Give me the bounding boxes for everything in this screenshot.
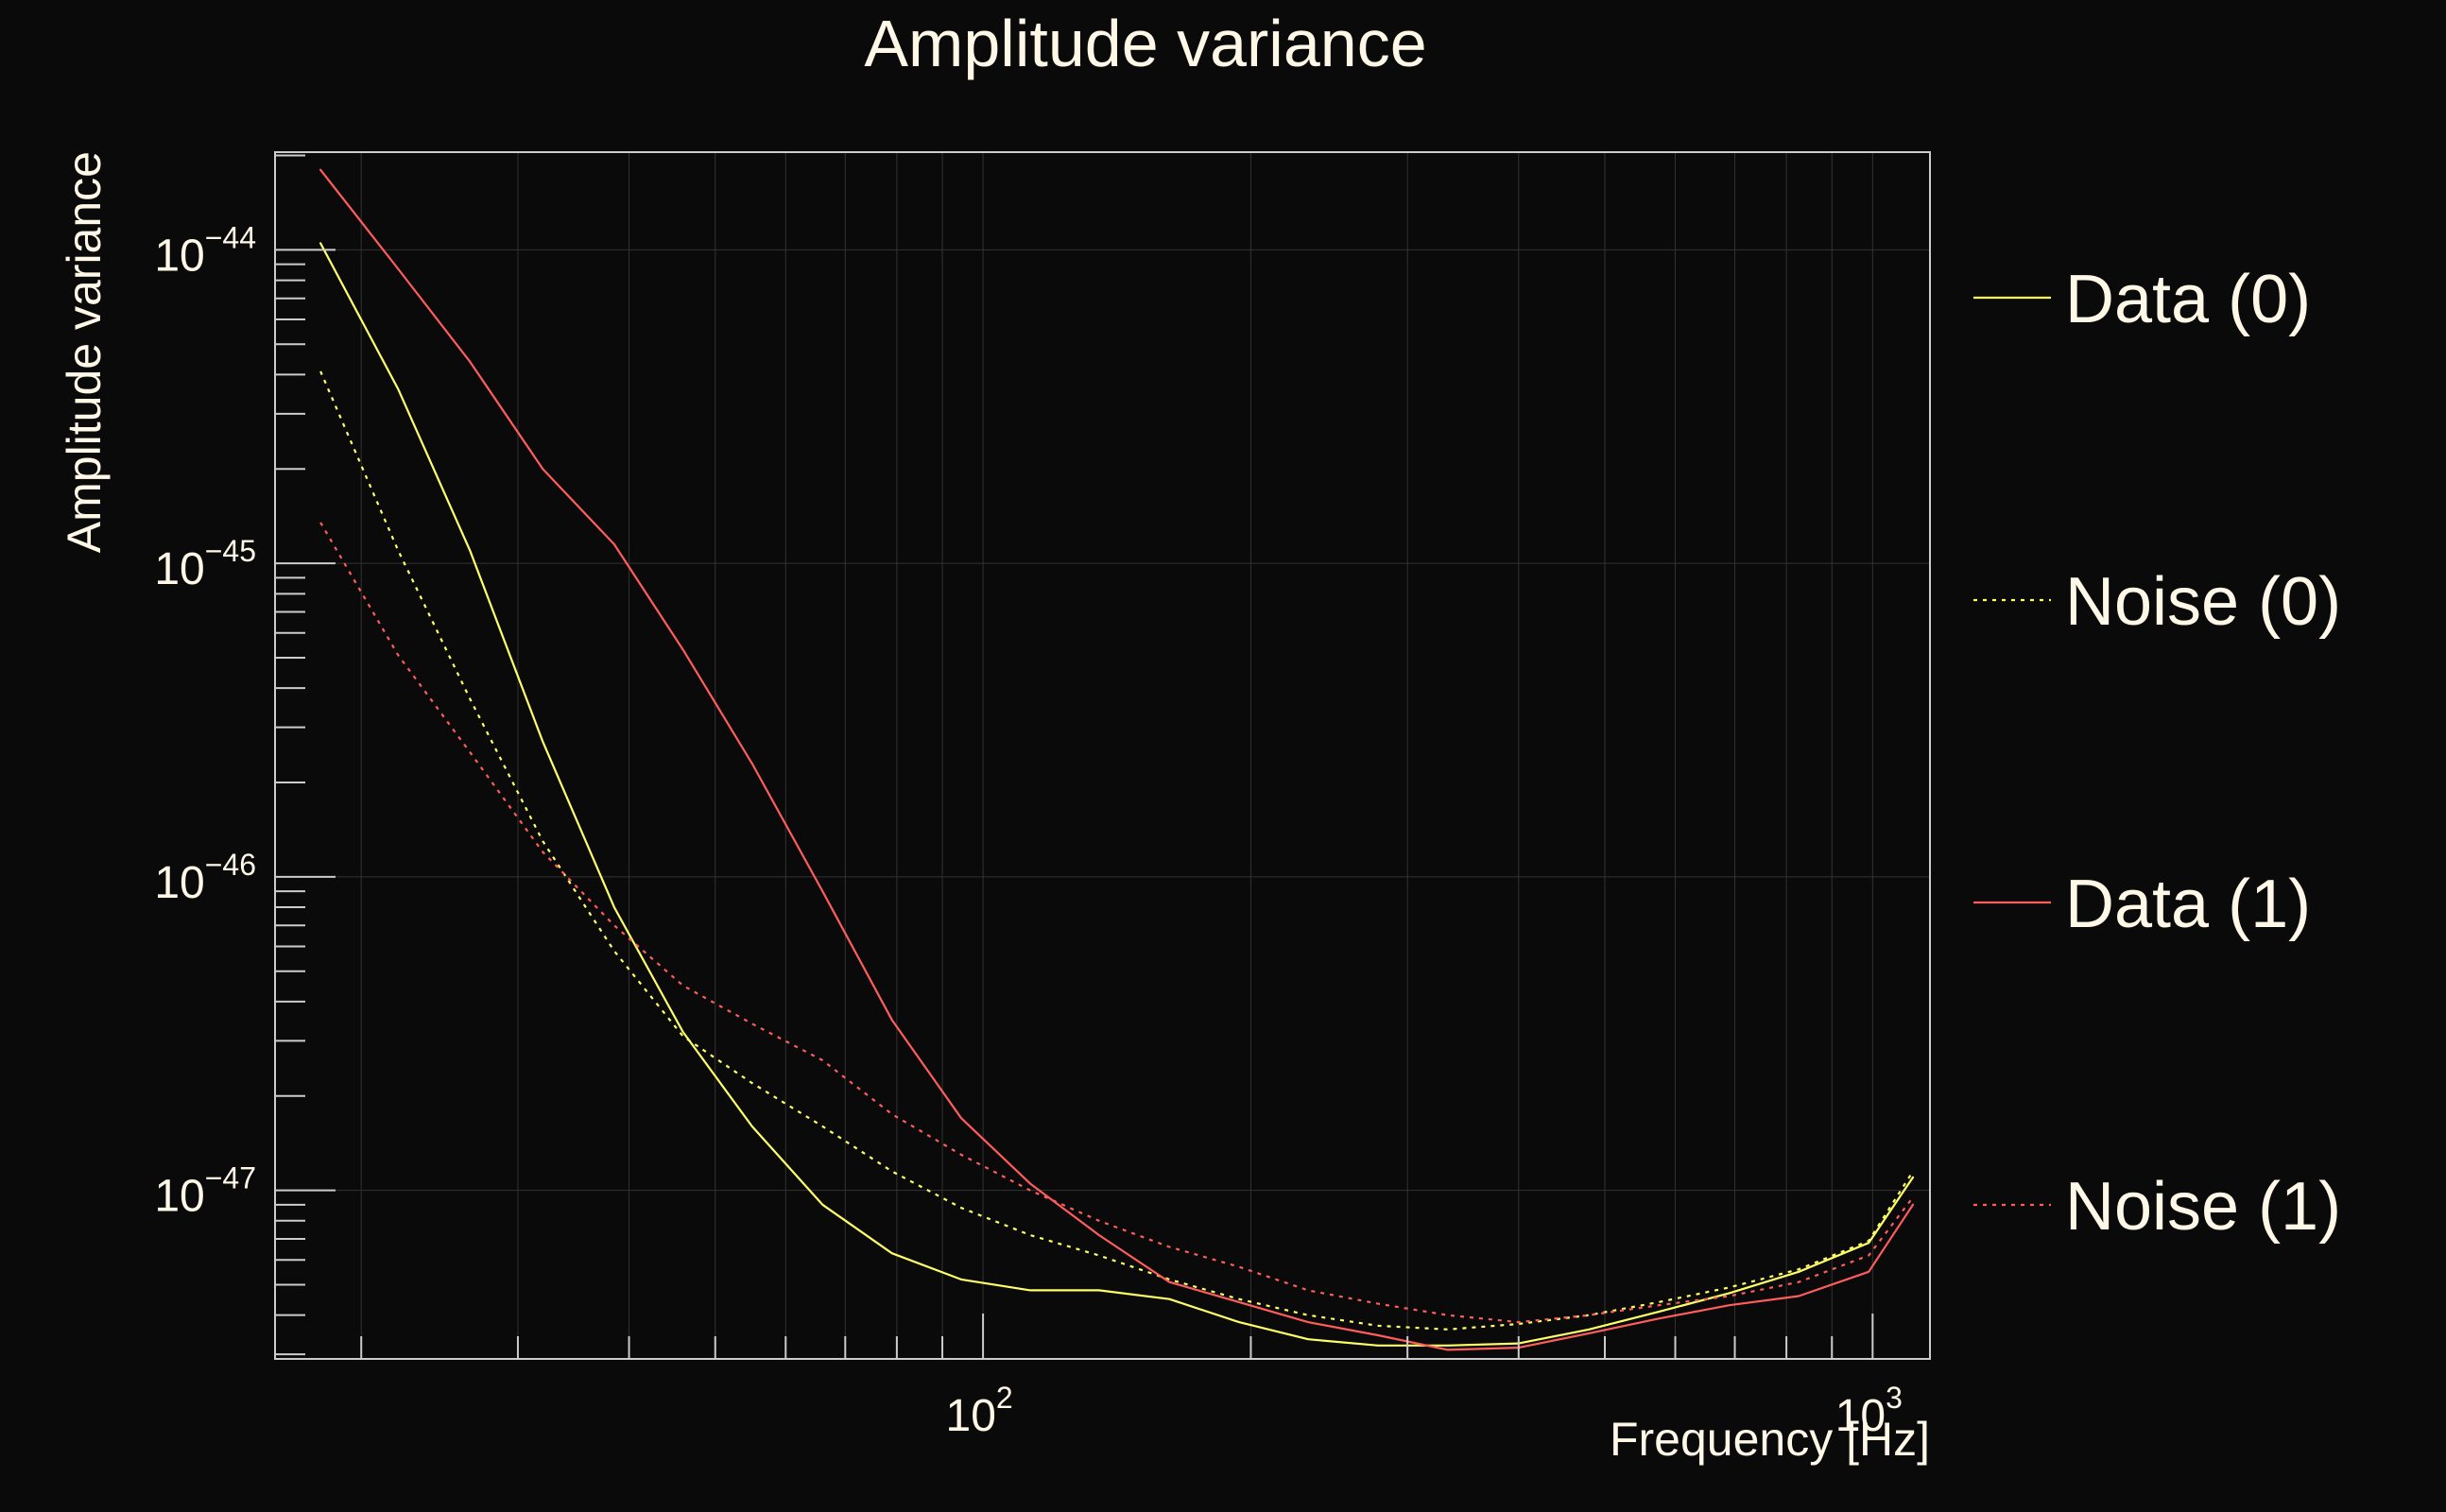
legend-label-2: Noise (0) [2065, 564, 2341, 640]
grid-lines [275, 152, 1930, 1359]
y-tick-label: 10−45 [154, 534, 256, 594]
axis-ticks [275, 154, 1874, 1359]
series-line-1 [319, 242, 1915, 1347]
plot-frame [274, 151, 1931, 1360]
y-tick-label: 10−47 [154, 1161, 256, 1222]
series-line-2 [319, 370, 1914, 1331]
series-line-3 [319, 168, 1915, 1351]
y-tick-label: 10−46 [154, 848, 256, 908]
legend: Data (0) Noise (0) Data (1) Noise (1) [1973, 262, 2341, 1245]
tick-labels: 102 103 10−44 10−45 10−46 10−47 [154, 220, 1903, 1441]
legend-label-1: Data (0) [2065, 262, 2311, 337]
y-axis-title: Amplitude variance [58, 151, 111, 553]
x-axis-title: Frequency [Hz] [1610, 1413, 1930, 1466]
legend-label-4: Noise (1) [2065, 1169, 2341, 1245]
series-line-4 [319, 522, 1914, 1324]
chart-title: Amplitude variance [864, 7, 1426, 80]
legend-label-3: Data (1) [2065, 867, 2311, 942]
y-tick-label: 10−44 [154, 220, 256, 281]
plot-frame-group [274, 151, 1931, 1360]
series-lines [319, 168, 1915, 1351]
x-tick-label: 102 [946, 1381, 1013, 1441]
x-tick-label: 103 [1835, 1381, 1903, 1441]
